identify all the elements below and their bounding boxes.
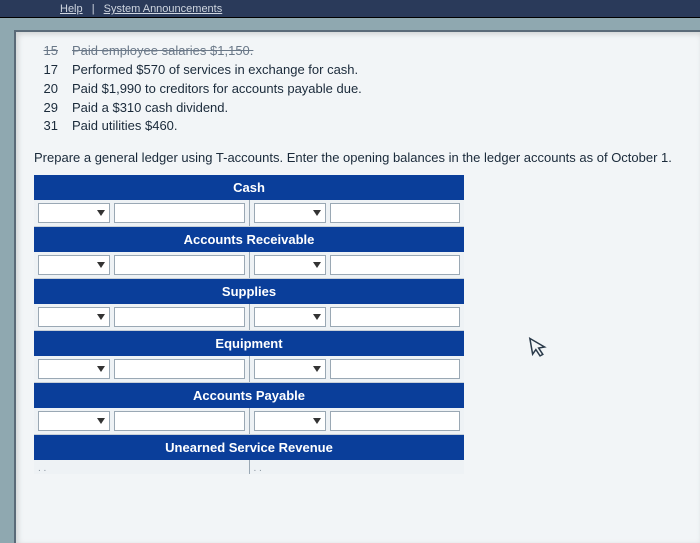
transaction-row: 29 Paid a $310 cash dividend. [34, 99, 682, 118]
debit-date-select[interactable] [38, 359, 110, 379]
debit-amount-input[interactable] [114, 307, 245, 327]
ledger-table: Cash Accounts Receivable [34, 175, 464, 474]
credit-date-select[interactable] [254, 255, 326, 275]
account-section-equipment: Equipment [34, 331, 464, 383]
announcements-link[interactable]: System Announcements [104, 3, 223, 15]
menu-separator: | [92, 3, 95, 15]
account-section-ap: Accounts Payable [34, 383, 464, 435]
debit-date-select[interactable] [38, 307, 110, 327]
debit-amount-input[interactable] [114, 255, 245, 275]
credit-date-select[interactable] [254, 203, 326, 223]
t-account-row [34, 200, 464, 227]
debit-date-select[interactable] [38, 411, 110, 431]
account-header: Equipment [34, 331, 464, 356]
transaction-date: 29 [34, 99, 58, 118]
account-section-supplies: Supplies [34, 279, 464, 331]
credit-amount-input[interactable] [330, 359, 461, 379]
transaction-date: 15 [34, 42, 58, 61]
debit-date-select[interactable] [38, 255, 110, 275]
transaction-row: 20 Paid $1,990 to creditors for accounts… [34, 80, 682, 99]
transaction-desc: Paid $1,990 to creditors for accounts pa… [72, 80, 682, 99]
t-account-row-partial: . . . . [34, 460, 464, 474]
transaction-row: 17 Performed $570 of services in exchang… [34, 61, 682, 80]
credit-amount-input[interactable] [330, 203, 461, 223]
t-account-row [34, 356, 464, 383]
account-header: Supplies [34, 279, 464, 304]
page-content: 15 Paid employee salaries $1,150. 17 Per… [14, 30, 700, 543]
account-header: Cash [34, 175, 464, 200]
debit-amount-input[interactable] [114, 203, 245, 223]
account-header: Accounts Receivable [34, 227, 464, 252]
debit-date-select[interactable] [38, 203, 110, 223]
credit-amount-input[interactable] [330, 255, 461, 275]
help-link[interactable]: Help [60, 3, 83, 15]
account-header: Accounts Payable [34, 383, 464, 408]
t-account-row [34, 304, 464, 331]
transaction-date: 17 [34, 61, 58, 80]
credit-date-select[interactable] [254, 411, 326, 431]
transaction-desc: Performed $570 of services in exchange f… [72, 61, 682, 80]
credit-date-select[interactable] [254, 359, 326, 379]
t-account-row [34, 408, 464, 435]
partial-left: . . [34, 460, 250, 474]
transactions-list: 15 Paid employee salaries $1,150. 17 Per… [34, 42, 682, 136]
debit-amount-input[interactable] [114, 359, 245, 379]
transaction-row: 15 Paid employee salaries $1,150. [34, 42, 682, 61]
transaction-row: 31 Paid utilities $460. [34, 117, 682, 136]
account-section-cash: Cash [34, 175, 464, 227]
transaction-desc: Paid a $310 cash dividend. [72, 99, 682, 118]
transaction-date: 20 [34, 80, 58, 99]
debit-amount-input[interactable] [114, 411, 245, 431]
partial-right: . . [250, 460, 465, 474]
credit-date-select[interactable] [254, 307, 326, 327]
top-menu-bar: Help | System Announcements [0, 0, 700, 18]
account-section-ar: Accounts Receivable [34, 227, 464, 279]
transaction-date: 31 [34, 117, 58, 136]
account-header: Unearned Service Revenue [34, 435, 464, 460]
instruction-text: Prepare a general ledger using T-account… [34, 150, 682, 165]
transaction-desc: Paid employee salaries $1,150. [72, 42, 682, 61]
transaction-desc: Paid utilities $460. [72, 117, 682, 136]
t-account-row [34, 252, 464, 279]
credit-amount-input[interactable] [330, 307, 461, 327]
credit-amount-input[interactable] [330, 411, 461, 431]
account-section-usr: Unearned Service Revenue . . . . [34, 435, 464, 474]
